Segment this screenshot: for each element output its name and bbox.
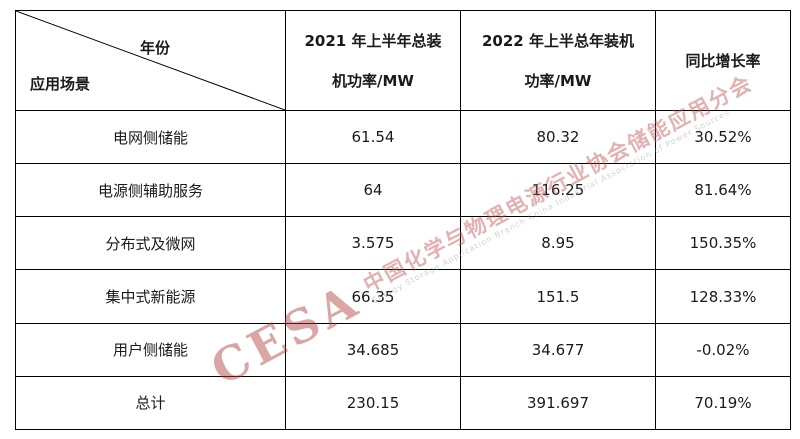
corner-cell: 年份 应用场景 <box>15 10 286 111</box>
table-body: 电网侧储能 61.54 80.32 30.52% 电源侧辅助服务 64 116.… <box>15 109 791 431</box>
table-row: 电网侧储能 61.54 80.32 30.52% <box>15 109 791 165</box>
cell-2022: 34.677 <box>460 322 656 377</box>
column-header-2021-line1: 2021 年上半年总装 <box>304 31 442 50</box>
table-row: 电源侧辅助服务 64 116.25 81.64% <box>15 163 791 218</box>
table-row: 分布式及微网 3.575 8.95 150.35% <box>15 216 791 271</box>
table-header: 年份 应用场景 2021 年上半年总装 机功率/MW 2022 年上半总年装机 … <box>15 10 791 111</box>
cell-growth: 70.19% <box>655 375 791 431</box>
storage-power-table: 年份 应用场景 2021 年上半年总装 机功率/MW 2022 年上半总年装机 … <box>15 10 791 431</box>
row-label: 总计 <box>15 375 286 431</box>
table-row-total: 总计 230.15 391.697 70.19% <box>15 375 791 431</box>
row-label: 用户侧储能 <box>15 322 286 377</box>
cell-growth: 81.64% <box>655 163 791 218</box>
diagonal-divider <box>16 11 285 110</box>
cell-2021: 3.575 <box>285 216 461 271</box>
cell-2022: 80.32 <box>460 109 656 165</box>
row-label: 电网侧储能 <box>15 109 286 165</box>
cell-growth: 30.52% <box>655 109 791 165</box>
cell-2021: 61.54 <box>285 109 461 165</box>
row-label: 集中式新能源 <box>15 269 286 324</box>
header-row: 年份 应用场景 2021 年上半年总装 机功率/MW 2022 年上半总年装机 … <box>15 10 791 111</box>
column-header-growth: 同比增长率 <box>655 10 791 111</box>
cell-growth: -0.02% <box>655 322 791 377</box>
table-row: 集中式新能源 66.35 151.5 128.33% <box>15 269 791 324</box>
column-header-2022: 2022 年上半总年装机 功率/MW <box>460 10 656 111</box>
column-header-2021-line2: 机功率/MW <box>332 71 414 90</box>
column-header-growth-line1: 同比增长率 <box>685 51 761 70</box>
corner-year-label: 年份 <box>140 39 171 57</box>
cell-2022: 116.25 <box>460 163 656 218</box>
cell-growth: 128.33% <box>655 269 791 324</box>
table-row: 用户侧储能 34.685 34.677 -0.02% <box>15 322 791 377</box>
cell-2022: 151.5 <box>460 269 656 324</box>
cell-2022: 391.697 <box>460 375 656 431</box>
column-header-2022-line1: 2022 年上半总年装机 <box>482 31 634 50</box>
cell-growth: 150.35% <box>655 216 791 271</box>
column-header-2021: 2021 年上半年总装 机功率/MW <box>285 10 461 111</box>
corner-scenario-label: 应用场景 <box>30 75 91 93</box>
row-label: 分布式及微网 <box>15 216 286 271</box>
cell-2021: 66.35 <box>285 269 461 324</box>
row-label: 电源侧辅助服务 <box>15 163 286 218</box>
cell-2021: 230.15 <box>285 375 461 431</box>
column-header-2022-line2: 功率/MW <box>524 71 592 90</box>
cell-2022: 8.95 <box>460 216 656 271</box>
cell-2021: 64 <box>285 163 461 218</box>
cell-2021: 34.685 <box>285 322 461 377</box>
